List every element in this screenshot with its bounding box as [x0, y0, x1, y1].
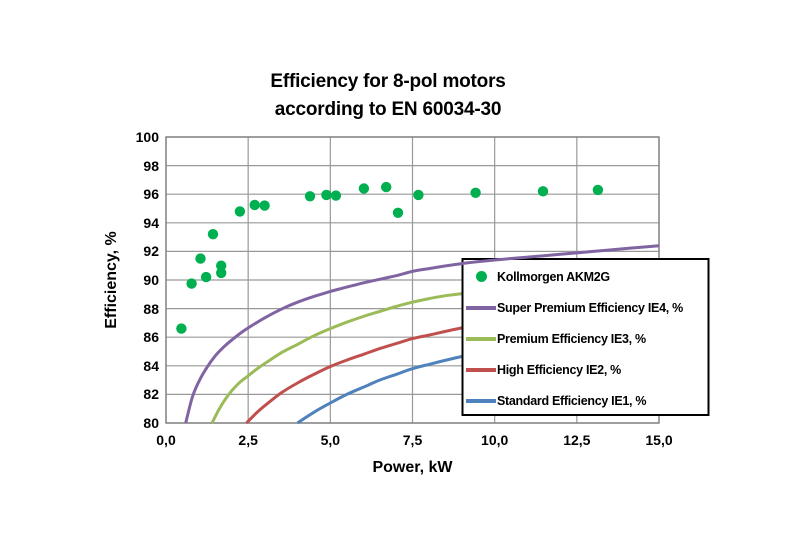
y-tick-label: 82: [143, 386, 159, 403]
legend-item-ie1: Standard Efficiency IE1, %: [462, 385, 709, 416]
scatter-point: [195, 253, 206, 264]
scatter-point: [234, 206, 246, 217]
chart-title: Efficiency for 8-pol motors according to…: [0, 68, 776, 124]
legend-item-ie2: High Efficiency IE2, %: [462, 354, 709, 385]
x-tick-label: 7,5: [402, 432, 423, 448]
x-axis-title: Power, kW: [372, 459, 453, 476]
x-tick-label: 2,5: [238, 432, 258, 448]
legend-box: [461, 258, 710, 416]
x-tick-label: 12,5: [563, 432, 591, 448]
legend-item-ie4: Super Premium Efficiency IE4, %: [462, 292, 709, 323]
scatter-series: [176, 181, 604, 334]
scatter-point: [304, 191, 316, 202]
legend-item-ie3: Premium Efficiency IE3, %: [462, 323, 709, 354]
x-tick-label: 15,0: [645, 432, 673, 448]
y-tick-label: 90: [143, 272, 159, 288]
scatter-point: [537, 186, 549, 197]
scatter-point: [330, 190, 342, 201]
legend-item-kollmorgen: Kollmorgen AKM2G: [462, 261, 709, 292]
scatter-point: [186, 278, 197, 289]
scatter-point: [200, 271, 212, 283]
x-tick-label: 0,0: [156, 432, 176, 448]
series-line-ie4: [184, 244, 660, 424]
scatter-point: [176, 323, 187, 334]
scatter-point: [216, 267, 227, 279]
legend-item-label: Kollmorgen AKM2G: [497, 269, 610, 284]
chart-title-line2: according to EN 60034-30: [274, 99, 502, 120]
y-tick-label: 88: [143, 300, 159, 317]
x-tick-label: 10,0: [481, 432, 509, 448]
y-tick-label: 98: [143, 157, 159, 174]
y-tick-label: 100: [135, 129, 159, 145]
y-tick-label: 80: [143, 415, 159, 431]
legend-item-label: Super Premium Efficiency IE4, %: [497, 300, 683, 315]
y-tick-label: 84: [143, 357, 159, 374]
legend-line-marker: [466, 305, 496, 310]
scatter-point: [358, 183, 370, 194]
scatter-point: [381, 181, 392, 193]
x-tick-label: 5,0: [320, 432, 341, 448]
scatter-point: [216, 260, 227, 271]
scatter-point: [259, 200, 270, 211]
scatter-point: [249, 199, 260, 211]
ie4-curve-layer: [184, 244, 660, 424]
legend-item-label: Standard Efficiency IE1, %: [497, 393, 647, 408]
scatter-point: [392, 207, 404, 218]
y-axis-title: Efficiency, %: [103, 231, 120, 329]
legend-item-label: Premium Efficiency IE3, %: [497, 331, 646, 346]
y-tick-label: 86: [143, 329, 159, 346]
legend: Kollmorgen AKM2G Super Premium Efficienc…: [462, 259, 709, 415]
scatter-point: [592, 184, 604, 196]
legend-circle-marker: [476, 271, 487, 282]
y-tick-label: 96: [143, 186, 159, 203]
y-tick-label: 92: [143, 243, 159, 260]
legend-line-marker: [466, 367, 496, 372]
chart-title-line1: Efficiency for 8-pol motors: [270, 71, 506, 92]
legend-line-marker: [466, 336, 496, 341]
scatter-point: [413, 189, 424, 201]
legend-item-label: High Efficiency IE2, %: [497, 362, 621, 377]
scatter-point: [470, 187, 481, 198]
scatter-point: [207, 229, 219, 240]
scatter-point: [321, 189, 332, 201]
y-tick-label: 94: [143, 214, 159, 231]
legend-line-marker: [466, 398, 496, 403]
